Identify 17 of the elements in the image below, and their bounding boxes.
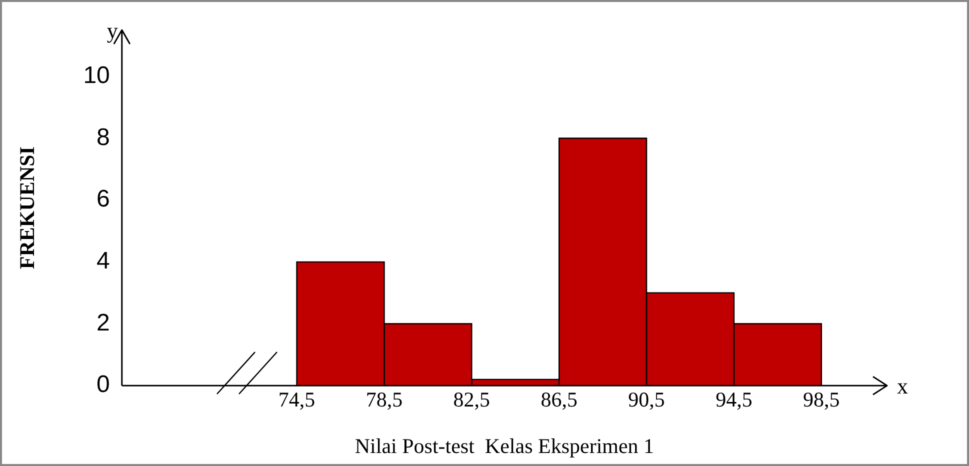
y-tick-label: 8 xyxy=(96,124,110,151)
x-tick-label: 82,5 xyxy=(453,388,490,412)
text: x xyxy=(897,373,908,398)
y-tick-label: 6 xyxy=(96,186,110,213)
text: y xyxy=(106,18,118,43)
x-axis-title: Nilai Post-test Kelas Eksperimen 1 xyxy=(354,434,654,458)
y-tick-label: 0 xyxy=(96,371,110,398)
x-tick-label: 86,5 xyxy=(540,388,578,412)
x-tick-label: 98,5 xyxy=(803,388,840,412)
x-tick-label: 94,5 xyxy=(716,388,752,412)
y-tick-label: 10 xyxy=(83,62,110,90)
y-axis-title: FREKUENSI xyxy=(15,146,40,270)
y-tick-label: 4 xyxy=(96,248,110,275)
y-tick-label: 2 xyxy=(96,309,110,336)
x-tick-label: 74,5 xyxy=(278,388,316,412)
x-tick-label: 90,5 xyxy=(628,388,665,412)
x-tick-label: 78,5 xyxy=(366,388,403,412)
